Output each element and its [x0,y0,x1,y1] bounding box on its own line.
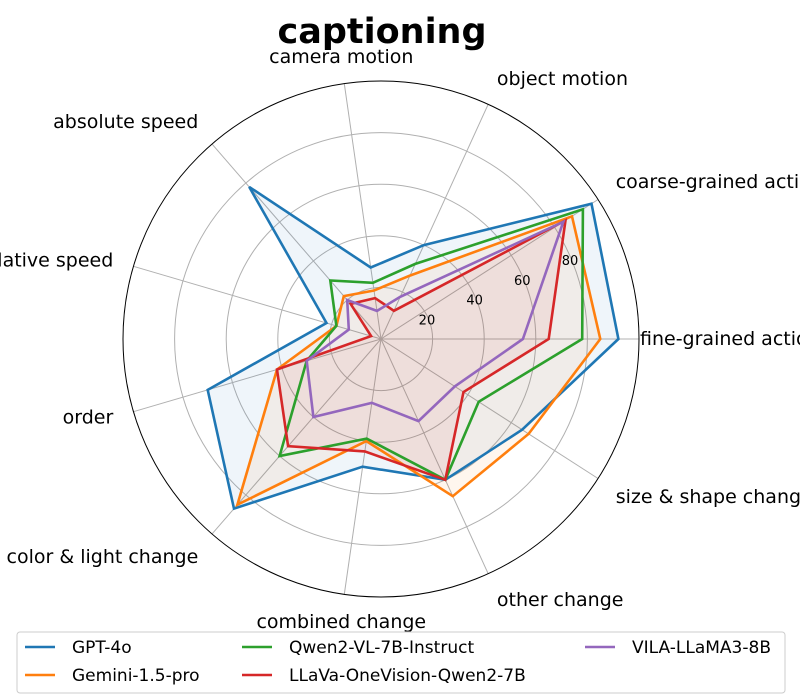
grid-spoke [133,338,382,413]
series-area-1 [237,216,601,505]
series-line-1 [235,214,602,508]
category-label: coarse-grained action [616,171,800,193]
category-label: combined change [256,611,426,633]
category-label: absolute speed [53,111,198,133]
series-area-3 [277,220,566,480]
grid-spoke [343,83,382,340]
series-area-0 [207,186,619,509]
radial-tick-label: 80 [562,254,579,269]
legend-label: GPT-4o [72,638,132,658]
grid-spoke [380,338,489,574]
series-line-0 [206,185,620,511]
category-label: object motion [497,68,628,90]
radial-tick-label: 60 [514,274,531,289]
grid-spoke [211,338,382,535]
outer-ring [122,80,640,598]
series-line-4 [305,219,566,423]
series-lines [206,185,620,511]
legend-label: Gemini-1.5-pro [72,666,200,686]
category-label: camera motion [269,46,413,68]
radial-tick-label: 20 [419,313,436,328]
category-label: fine-grained action [640,328,800,350]
category-label: other change [497,589,624,611]
category-label: order [63,407,114,429]
grid-spoke [133,265,382,340]
category-labels: fine-grained action coarse-grained action… [0,46,800,633]
legend-label: LLaVa-OneVision-Qwen2-7B [289,666,526,686]
radial-tick-labels: 20 40 60 80 [419,254,579,328]
series-line-3 [275,218,568,482]
chart-title: captioning [277,12,486,52]
grid-spoke [380,104,489,340]
series-areas [207,186,619,509]
category-label: relative speed [0,249,113,271]
legend-label: Qwen2-VL-7B-Instruct [289,638,474,658]
category-label: color & light change [7,546,199,568]
radial-tick-label: 40 [466,294,483,309]
grid-spoke [380,338,599,479]
category-label: size & shape change [616,486,800,508]
series-line-2 [277,207,585,482]
legend: GPT-4o Gemini-1.5-pro Qwen2-VL-7B-Instruct… [16,631,786,694]
legend-label: VILA-LLaMA3-8B [632,638,771,658]
